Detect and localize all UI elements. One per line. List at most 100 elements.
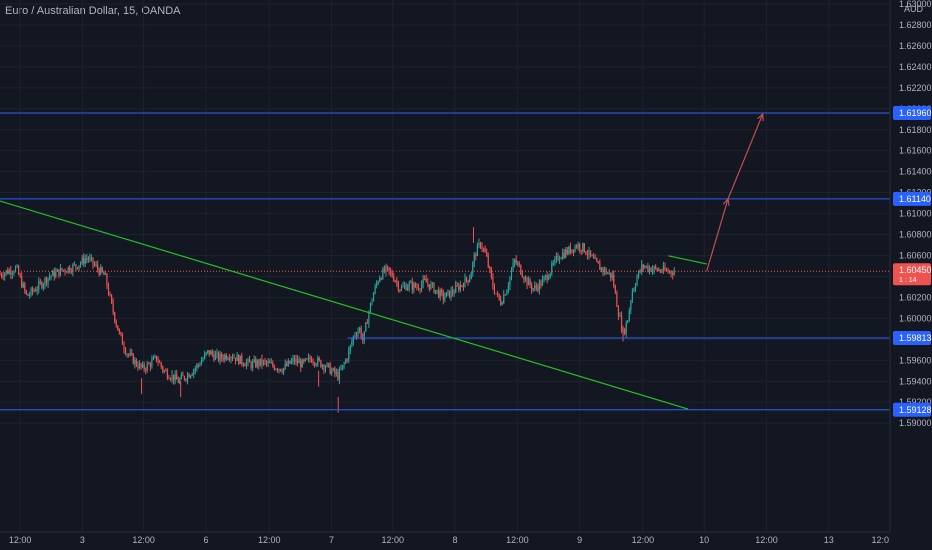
candle-body <box>540 281 542 286</box>
candle-body <box>560 258 562 260</box>
candle-body <box>4 273 6 278</box>
x-tick-label: 12:00 <box>132 535 155 545</box>
candle-body <box>309 357 311 360</box>
candle-body <box>190 375 192 378</box>
candle-body <box>106 273 108 287</box>
candle-body <box>216 352 218 355</box>
candle-body <box>455 285 457 293</box>
candle-body <box>413 283 415 290</box>
candle-body <box>517 263 519 265</box>
candle-body <box>448 290 451 298</box>
x-tick-label: 12:00 <box>381 535 404 545</box>
candle-body <box>157 360 159 363</box>
candle-body <box>459 284 461 291</box>
candle-body <box>662 266 664 272</box>
candle-body <box>614 286 616 293</box>
candle-body <box>73 264 75 266</box>
candle-body <box>478 242 480 245</box>
candle-body <box>100 267 102 275</box>
candle-body <box>337 372 339 380</box>
candle-body <box>611 274 613 278</box>
candle-body <box>568 246 570 254</box>
candle-body <box>580 250 582 252</box>
candle-body <box>67 267 69 273</box>
candle-body <box>631 291 633 302</box>
candle-body <box>61 267 63 271</box>
candle-body <box>93 264 96 266</box>
candle-body <box>83 257 85 264</box>
candle-body <box>208 350 210 355</box>
y-tick-label: 1.61000 <box>899 209 932 219</box>
candle-body <box>338 369 341 380</box>
x-tick-label: 12:00 <box>258 535 281 545</box>
candle-body <box>442 292 444 300</box>
candle-body <box>182 374 184 377</box>
candle-body <box>323 365 325 370</box>
candle-body <box>145 369 147 371</box>
candle-body <box>114 312 116 322</box>
candle-body <box>495 293 497 295</box>
candle-body <box>625 322 627 334</box>
level-badge <box>893 105 931 120</box>
candle-body <box>399 289 401 291</box>
x-tick-label: 12:00 <box>632 535 655 545</box>
candle-body <box>0 274 1 276</box>
y-tick-label: 1.61800 <box>899 125 932 135</box>
candle-body <box>148 363 150 365</box>
y-tick-label: 1.59600 <box>899 355 932 365</box>
y-tick-label: 1.62600 <box>899 41 932 51</box>
candle-body <box>334 368 336 374</box>
candle-body <box>132 354 134 364</box>
candle-body <box>290 360 292 364</box>
candle-body <box>656 268 658 271</box>
candle-body <box>574 246 576 252</box>
candle-body <box>279 369 282 372</box>
candle-body <box>131 352 133 355</box>
candle-body <box>90 257 93 259</box>
candle-body <box>545 275 547 278</box>
candle-body <box>115 321 117 326</box>
candle-body <box>551 263 553 274</box>
candle-body <box>529 279 531 286</box>
candle-body <box>645 266 647 268</box>
candle-body <box>252 361 254 368</box>
candle-body <box>121 334 124 345</box>
candle-body <box>593 255 595 259</box>
candle-body <box>548 277 550 280</box>
x-tick-label: 9 <box>577 535 582 545</box>
candle-body <box>496 293 499 295</box>
short-trendline <box>668 255 707 265</box>
candle-body <box>366 322 368 324</box>
candle-body <box>393 276 395 281</box>
candle-body <box>250 362 252 368</box>
candle-body <box>596 258 598 262</box>
downtrend-line <box>0 200 689 410</box>
candle-body <box>326 363 328 367</box>
candle-body <box>475 254 477 256</box>
candle-body <box>75 264 77 268</box>
candle-body <box>191 374 193 376</box>
candle-body <box>143 364 145 370</box>
candle-body <box>557 255 559 261</box>
y-tick-label: 1.59000 <box>899 418 932 428</box>
candle-body <box>179 378 181 383</box>
candle-body <box>162 366 164 371</box>
candle-body <box>194 368 196 370</box>
candle-body <box>255 359 257 367</box>
candle-body <box>81 257 83 263</box>
candle-body <box>386 265 389 268</box>
candle-body <box>331 370 333 374</box>
chart-title: Euro / Australian Dollar, 15, OANDA <box>5 5 181 17</box>
x-tick-label: 12:00 <box>506 535 529 545</box>
level-badge <box>893 191 931 206</box>
candle-body <box>507 285 509 291</box>
candle-body <box>452 290 454 294</box>
candle-body <box>434 290 437 293</box>
candle-body <box>638 270 640 278</box>
candle-body <box>284 363 286 369</box>
candle-body <box>445 292 447 298</box>
candle-body <box>388 267 390 272</box>
level-badge <box>893 330 931 345</box>
candle-body <box>369 302 372 312</box>
